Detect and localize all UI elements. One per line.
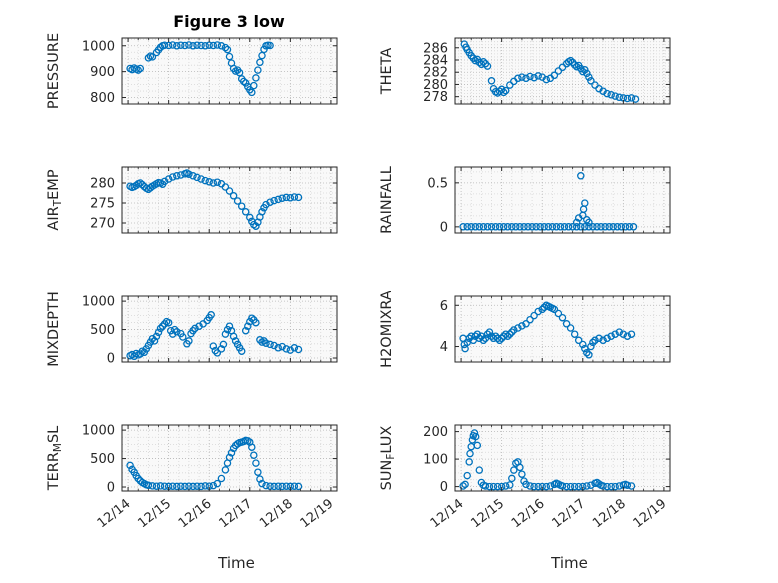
svg-text:500: 500 (90, 323, 115, 338)
svg-text:275: 275 (90, 197, 115, 212)
svg-text:800: 800 (90, 91, 115, 106)
svg-text:0.5: 0.5 (427, 176, 448, 191)
svg-text:282: 282 (423, 66, 448, 81)
svg-text:900: 900 (90, 65, 115, 80)
svg-text:278: 278 (423, 90, 448, 105)
subplot-h2omixra-chart: 4 6 H2OMIXRA (379, 291, 671, 367)
svg-text:12/14: 12/14 (95, 496, 134, 531)
subplot-terrmsl-chart: 0 500 1000 12/14 12/15 12/16 12/17 12/18 12/19 TE… (46, 424, 338, 531)
subplot-grid: 800 900 1000 PRESSURE 278 280 282 284 286 THETA … (0, 33, 684, 572)
svg-text:284: 284 (423, 54, 448, 69)
svg-text:12/15: 12/15 (468, 496, 507, 531)
svg-text:200: 200 (423, 425, 448, 440)
x-axis-label-row: Time Time (0, 554, 684, 572)
svg-text:12/15: 12/15 (135, 496, 174, 531)
svg-text:0: 0 (107, 352, 115, 367)
svg-text:0: 0 (440, 480, 448, 495)
svg-text:TERRMSL: TERRMSL (46, 426, 64, 492)
svg-text:4: 4 (440, 340, 448, 355)
svg-text:280: 280 (90, 177, 115, 192)
svg-text:MIXDEPTH: MIXDEPTH (46, 291, 62, 367)
svg-text:270: 270 (90, 217, 115, 232)
svg-text:12/14: 12/14 (428, 496, 467, 531)
svg-text:12/16: 12/16 (176, 496, 215, 531)
x-axis-label-left: Time (218, 554, 255, 572)
svg-text:6: 6 (440, 299, 448, 314)
svg-text:THETA: THETA (379, 48, 395, 96)
subplot-row-1: 800 900 1000 PRESSURE 278 280 282 284 286 THETA (0, 33, 684, 109)
x-axis-label-right: Time (551, 554, 588, 572)
svg-text:12/17: 12/17 (216, 496, 255, 531)
subplot-rainfall-chart: 0 0.5 RAINFALL (379, 166, 671, 235)
svg-text:0: 0 (440, 220, 448, 235)
svg-text:SUNFLUX: SUNFLUX (379, 426, 397, 491)
svg-text:1000: 1000 (82, 424, 115, 439)
subplot-row-2: 270 275 280 AIRTEMP 0 0.5 RAINFALL (0, 162, 684, 238)
svg-text:286: 286 (423, 41, 448, 56)
svg-text:100: 100 (423, 453, 448, 468)
svg-text:RAINFALL: RAINFALL (379, 166, 395, 234)
svg-text:12/19: 12/19 (298, 496, 337, 531)
svg-text:AIRTEMP: AIRTEMP (46, 169, 64, 230)
svg-text:0: 0 (107, 481, 115, 496)
subplot-mixdepth-chart: 0 500 1000 MIXDEPTH (46, 291, 338, 367)
svg-text:12/18: 12/18 (257, 496, 296, 531)
svg-text:12/19: 12/19 (631, 496, 670, 531)
svg-text:280: 280 (423, 78, 448, 93)
svg-text:H2OMIXRA: H2OMIXRA (379, 291, 395, 367)
figure-title: Figure 3 low (173, 12, 285, 31)
subplot-pressure-chart: 800 900 1000 PRESSURE (46, 33, 338, 109)
svg-text:12/18: 12/18 (590, 496, 629, 531)
subplot-sunflux-chart: 0 100 200 12/14 12/15 12/16 12/17 12/18 12/19 SUN… (379, 424, 671, 531)
svg-text:1000: 1000 (82, 39, 115, 54)
svg-text:PRESSURE: PRESSURE (46, 33, 62, 109)
subplot-row-4: 0 500 1000 12/14 12/15 12/16 12/17 12/18 12/19 TE… (0, 420, 684, 552)
subplot-row-3: 0 500 1000 MIXDEPTH 4 6 H2OMIXRA (0, 291, 684, 367)
svg-text:12/17: 12/17 (549, 496, 588, 531)
svg-text:500: 500 (90, 452, 115, 467)
subplot-airtemp-chart: 270 275 280 AIRTEMP (46, 166, 338, 234)
svg-text:12/16: 12/16 (509, 496, 548, 531)
svg-text:1000: 1000 (82, 295, 115, 310)
